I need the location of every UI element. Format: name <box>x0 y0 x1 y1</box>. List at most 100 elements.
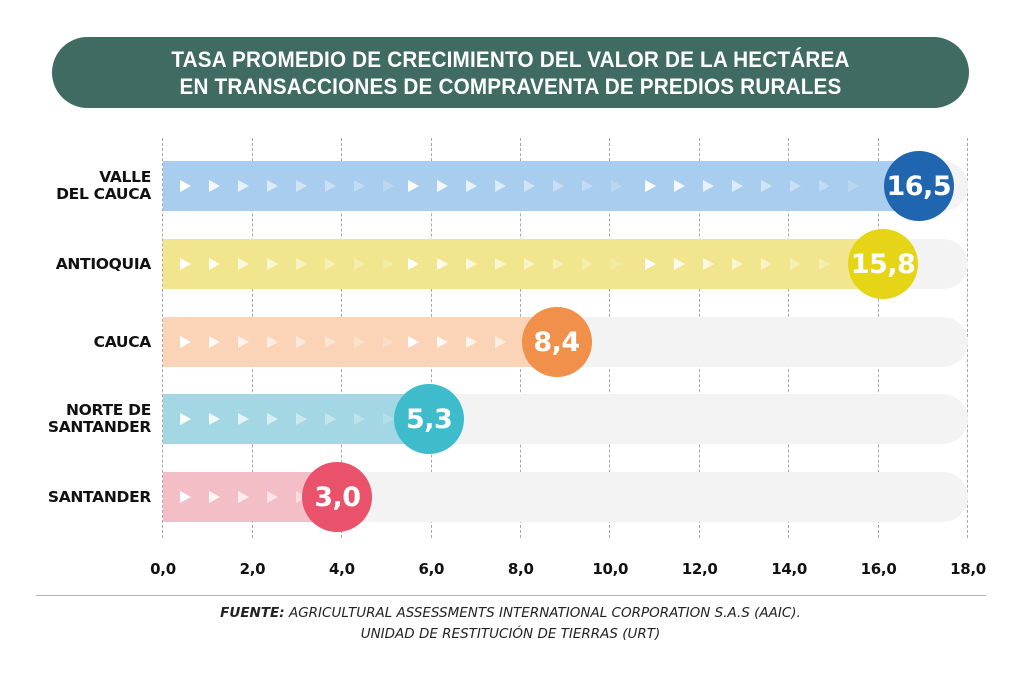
value-badge: 16,5 <box>883 151 954 221</box>
arrow-icon <box>645 258 656 270</box>
arrow-icon <box>209 336 220 348</box>
arrow-icon <box>209 180 220 192</box>
source-line-1: FUENTE: AGRICULTURAL ASSESSMENTS INTERNA… <box>0 605 1021 621</box>
arrow-icon <box>238 180 249 192</box>
arrow-icon <box>761 180 772 192</box>
arrow-icon <box>296 258 307 270</box>
arrow-icon <box>790 180 801 192</box>
bar <box>163 161 919 211</box>
x-tick-label: 0,0 <box>150 560 176 578</box>
arrow-icon <box>553 258 564 270</box>
arrow-icon <box>611 180 622 192</box>
x-tick-label: 18,0 <box>950 560 986 578</box>
arrow-icon <box>354 258 365 270</box>
arrow-icon <box>325 413 336 425</box>
x-tick-label: 6,0 <box>418 560 445 578</box>
arrow-icon <box>383 413 394 425</box>
x-tick-label: 10,0 <box>592 560 629 578</box>
value-badge: 8,4 <box>521 307 592 377</box>
arrow-icon <box>819 180 830 192</box>
arrow-icon <box>383 180 394 192</box>
footer-divider <box>36 595 986 596</box>
arrow-icon <box>553 180 564 192</box>
bar <box>163 239 884 289</box>
arrow-icon <box>180 336 191 348</box>
chart-title: TASA PROMEDIO DE CRECIMIENTO DEL VALOR D… <box>52 37 969 108</box>
value-badge: 3,0 <box>302 462 373 532</box>
arrow-icon <box>408 180 419 192</box>
arrow-icon <box>674 180 685 192</box>
arrow-icon <box>524 258 535 270</box>
arrow-icon <box>383 258 394 270</box>
value-badge: 15,8 <box>848 229 919 299</box>
arrow-icon <box>180 180 191 192</box>
arrow-icon <box>267 491 278 503</box>
bar <box>163 317 557 367</box>
arrow-icon <box>296 180 307 192</box>
x-tick-label: 12,0 <box>681 560 718 578</box>
arrow-icon <box>354 180 365 192</box>
bar <box>163 394 430 444</box>
title-line-1: TASA PROMEDIO DE CRECIMIENTO DEL VALOR D… <box>171 46 850 72</box>
arrow-icon <box>495 180 506 192</box>
arrow-icon <box>611 258 622 270</box>
arrow-icon <box>383 336 394 348</box>
arrow-icon <box>325 336 336 348</box>
arrow-icon <box>408 258 419 270</box>
arrow-icon <box>238 336 249 348</box>
category-label: VALLE DEL CAUCA <box>56 168 151 203</box>
arrow-icon <box>238 491 249 503</box>
arrow-icon <box>732 258 743 270</box>
arrow-icon <box>466 336 477 348</box>
title-line-2: EN TRANSACCIONES DE COMPRAVENTA DE PREDI… <box>179 73 842 99</box>
arrow-icon <box>437 336 448 348</box>
x-tick-label: 16,0 <box>860 560 897 578</box>
category-label: CAUCA <box>93 332 152 351</box>
arrow-icon <box>582 258 593 270</box>
arrow-icon <box>180 413 191 425</box>
arrow-icon <box>819 258 830 270</box>
arrow-icon <box>408 336 419 348</box>
arrow-icon <box>674 258 685 270</box>
grid-line <box>162 138 164 538</box>
arrow-icon <box>761 258 772 270</box>
arrow-icon <box>180 258 191 270</box>
x-tick-label: 4,0 <box>329 560 355 578</box>
arrow-icon <box>703 258 714 270</box>
arrow-icon <box>437 180 448 192</box>
arrow-icon <box>180 491 191 503</box>
x-tick-label: 2,0 <box>239 560 266 578</box>
value-badge: 5,3 <box>394 384 465 454</box>
arrow-icon <box>267 413 278 425</box>
arrow-icon <box>466 180 477 192</box>
arrow-icon <box>296 413 307 425</box>
arrow-icon <box>296 491 307 503</box>
arrow-icon <box>354 336 365 348</box>
arrow-icon <box>437 258 448 270</box>
category-label: NORTE DE SANTANDER <box>47 401 151 436</box>
category-label: SANTANDER <box>47 487 151 506</box>
category-label: ANTIOQUIA <box>55 254 152 273</box>
arrow-icon <box>495 336 506 348</box>
arrow-icon <box>325 258 336 270</box>
arrow-icon <box>732 180 743 192</box>
arrow-icon <box>238 258 249 270</box>
arrow-icon <box>267 258 278 270</box>
arrow-icon <box>848 180 859 192</box>
source-line-2: UNIDAD DE RESTITUCIÓN DE TIERRAS (URT) <box>360 626 661 642</box>
arrow-icon <box>466 258 477 270</box>
source-text-1: AGRICULTURAL ASSESSMENTS INTERNATIONAL C… <box>284 605 801 621</box>
x-tick-label: 14,0 <box>771 560 808 578</box>
arrow-icon <box>267 336 278 348</box>
arrow-icon <box>703 180 714 192</box>
arrow-icon <box>790 258 801 270</box>
arrow-icon <box>209 413 220 425</box>
arrow-icon <box>209 491 220 503</box>
arrow-icon <box>209 258 220 270</box>
arrow-icon <box>296 336 307 348</box>
arrow-icon <box>354 413 365 425</box>
arrow-icon <box>495 258 506 270</box>
arrow-icon <box>267 180 278 192</box>
arrow-icon <box>645 180 656 192</box>
arrow-icon <box>325 180 336 192</box>
